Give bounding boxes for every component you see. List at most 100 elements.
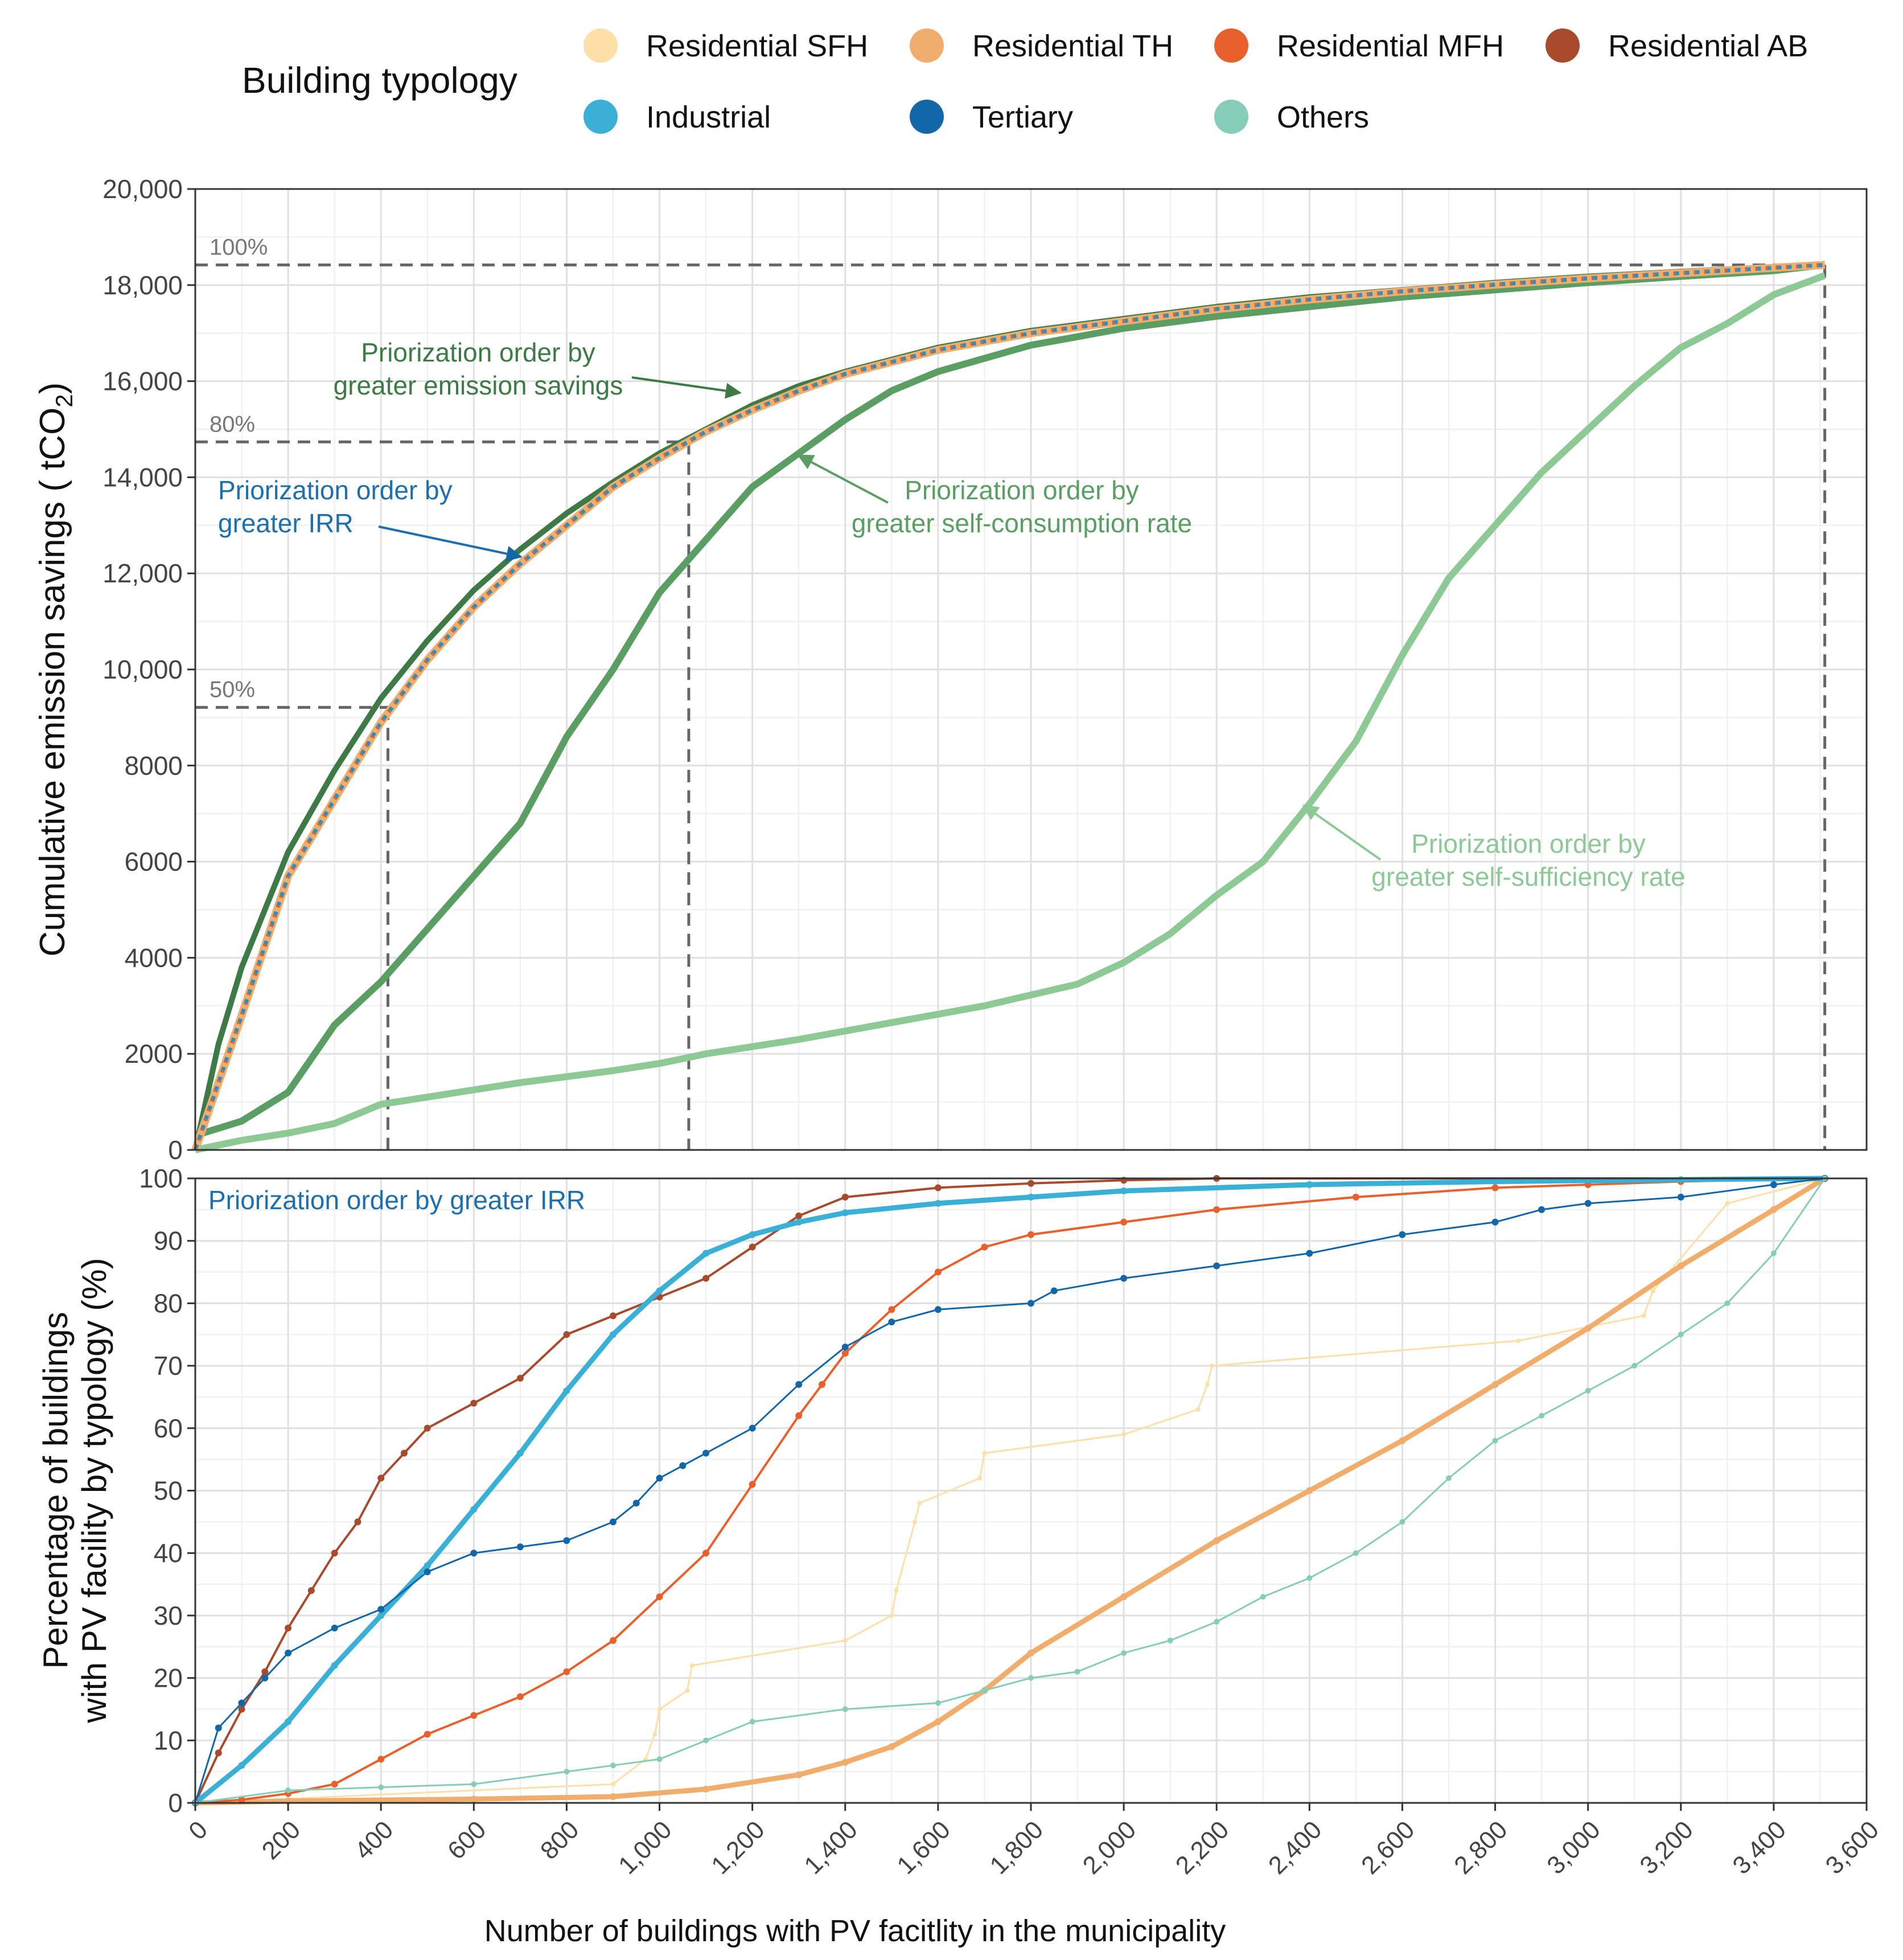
bottom-series-point-residential-sfh [889, 1613, 894, 1618]
bottom-series-point-residential-th [1120, 1593, 1128, 1600]
bottom-series-point-residential-mfh [377, 1756, 385, 1763]
bottom-series-point-tertiary [424, 1568, 431, 1576]
bottom-series-point-tertiary [934, 1306, 942, 1313]
bottom-series-point-residential-mfh [888, 1306, 895, 1313]
bottom-series-point-residential-mfh [1027, 1231, 1034, 1238]
bottom-series-point-tertiary [1399, 1231, 1406, 1238]
bottom-series-point-industrial [795, 1218, 803, 1226]
bottom-series-point-tertiary [1677, 1193, 1684, 1201]
top-y-axis-title-sub: 2 [51, 394, 77, 407]
bottom-series-point-industrial [285, 1718, 292, 1725]
bottom-y-tick-label: 60 [154, 1413, 183, 1443]
top-y-tick-label: 10,000 [102, 655, 183, 684]
x-tick-label: 2,600 [1356, 1815, 1420, 1880]
bottom-panel-title: Priorization order by greater IRR [208, 1185, 585, 1215]
bottom-series-point-others [1306, 1575, 1313, 1581]
bottom-series-point-residential-sfh [652, 1732, 657, 1737]
reference-label-100: 100% [209, 235, 268, 260]
bottom-series-point-residential-mfh [424, 1731, 431, 1738]
bottom-series-point-residential-sfh [977, 1476, 983, 1481]
bottom-series-point-others [1353, 1550, 1359, 1556]
legend-label-others: Others [1277, 100, 1369, 134]
bottom-y-tick-label: 100 [139, 1164, 183, 1193]
bottom-series-point-residential-sfh [894, 1588, 899, 1593]
bottom-series-point-others [610, 1762, 616, 1769]
bottom-series-point-residential-th [1677, 1262, 1684, 1269]
bottom-series-point-tertiary [238, 1699, 245, 1707]
bottom-series-point-residential-mfh [934, 1268, 942, 1276]
bottom-series-point-tertiary [679, 1462, 687, 1469]
bottom-y-axis-title-line-2: with PV facility by typology (%) [75, 1258, 113, 1724]
bottom-series-point-residential-sfh [913, 1519, 918, 1525]
bottom-series-point-residential-th [1491, 1381, 1499, 1388]
bottom-series-point-residential-ab [354, 1518, 361, 1526]
bottom-series-point-industrial [516, 1449, 524, 1457]
bottom-series-point-others [656, 1756, 663, 1762]
annotation-emission-savings: Priorization order by greater emission sa… [334, 338, 623, 400]
bottom-series-point-residential-sfh [657, 1707, 662, 1712]
bottom-series-line-others [195, 1178, 1826, 1804]
bottom-series-point-residential-ab [841, 1193, 849, 1201]
bottom-series-point-industrial [331, 1662, 338, 1669]
bottom-series-point-residential-mfh [702, 1550, 710, 1557]
legend: Building typology Residential SFH Residen… [242, 28, 1808, 134]
bottom-series-point-residential-ab [610, 1312, 616, 1320]
bottom-series-point-others [1492, 1437, 1498, 1444]
bottom-series-point-residential-mfh [1213, 1206, 1220, 1213]
top-y-tick-label: 12,000 [102, 558, 183, 588]
bottom-series-point-residential-th [888, 1743, 895, 1751]
series-line-self-consumption [194, 261, 1826, 1139]
bottom-series-point-residential-th [1770, 1206, 1777, 1213]
bottom-series-point-residential-ab [516, 1375, 524, 1382]
bottom-series-point-others [749, 1719, 755, 1725]
bottom-y-tick-label: 70 [154, 1351, 183, 1380]
bottom-series-point-industrial [934, 1199, 942, 1207]
legend-swatch-residential-sfh [583, 28, 618, 63]
bottom-series-point-residential-th [610, 1793, 616, 1801]
top-reference-lines: 100% 80% 50% [195, 235, 1827, 1150]
bottom-y-tick-label: 90 [154, 1226, 183, 1256]
bottom-series-point-residential-sfh [1205, 1382, 1210, 1387]
x-tick-label: 1,000 [613, 1815, 677, 1880]
bottom-series-point-industrial [1677, 1176, 1684, 1184]
top-y-ticks: 0 2000 4000 6000 8000 10,000 12,000 14,000 16,00… [102, 174, 195, 1165]
bottom-series-point-tertiary [1584, 1199, 1592, 1207]
bottom-series-point-industrial [656, 1287, 663, 1295]
bottom-series-point-tertiary [1770, 1181, 1777, 1188]
legend-swatch-tertiary [910, 100, 944, 134]
top-y-tick-label: 18,000 [102, 270, 183, 300]
bottom-y-axis-title: Percentage of buildingswith PV facility … [36, 1258, 113, 1724]
bottom-series-point-others [935, 1700, 941, 1706]
bottom-series-point-tertiary [215, 1724, 222, 1732]
bottom-series-point-residential-th [1399, 1437, 1406, 1444]
annotation-line: greater IRR [218, 508, 354, 538]
bottom-series-point-others [471, 1781, 477, 1788]
annotation-line: Priorization order by [1411, 829, 1646, 858]
bottom-series-point-residential-th [1213, 1537, 1220, 1544]
x-tick-label: 2,800 [1449, 1815, 1513, 1880]
bottom-series-point-residential-mfh [749, 1481, 756, 1488]
x-tick-label: 1,600 [891, 1815, 956, 1880]
bottom-series-point-residential-ab [307, 1587, 315, 1595]
bottom-series-point-residential-sfh [1121, 1432, 1127, 1437]
bottom-series-point-residential-sfh [1195, 1407, 1201, 1412]
annotation-line: greater emission savings [334, 371, 623, 400]
annotation-line: Priorization order by [361, 338, 595, 367]
bottom-series-point-others [285, 1788, 291, 1794]
bottom-y-axis-title-line-1: Percentage of buildings [36, 1312, 75, 1669]
reference-label-50: 50% [209, 677, 255, 702]
bottom-series-point-residential-mfh [1352, 1193, 1359, 1201]
bottom-series-point-others [981, 1687, 988, 1694]
bottom-series-point-residential-th [1306, 1487, 1313, 1494]
annotation-arrow-self-sufficiency [1302, 804, 1382, 861]
bottom-series-point-residential-sfh [611, 1782, 615, 1787]
bottom-series [192, 1175, 1828, 1806]
bottom-series-point-tertiary [1538, 1206, 1546, 1213]
series-line-self-sufficiency [194, 272, 1826, 1153]
bottom-series-point-others [1074, 1669, 1080, 1675]
bottom-y-tick-label: 40 [154, 1538, 183, 1568]
bottom-series-point-others [1214, 1618, 1220, 1625]
top-y-axis-title-end: ) [33, 383, 72, 395]
bottom-series-point-residential-ab [424, 1424, 431, 1432]
bottom-series-point-tertiary [749, 1424, 756, 1432]
